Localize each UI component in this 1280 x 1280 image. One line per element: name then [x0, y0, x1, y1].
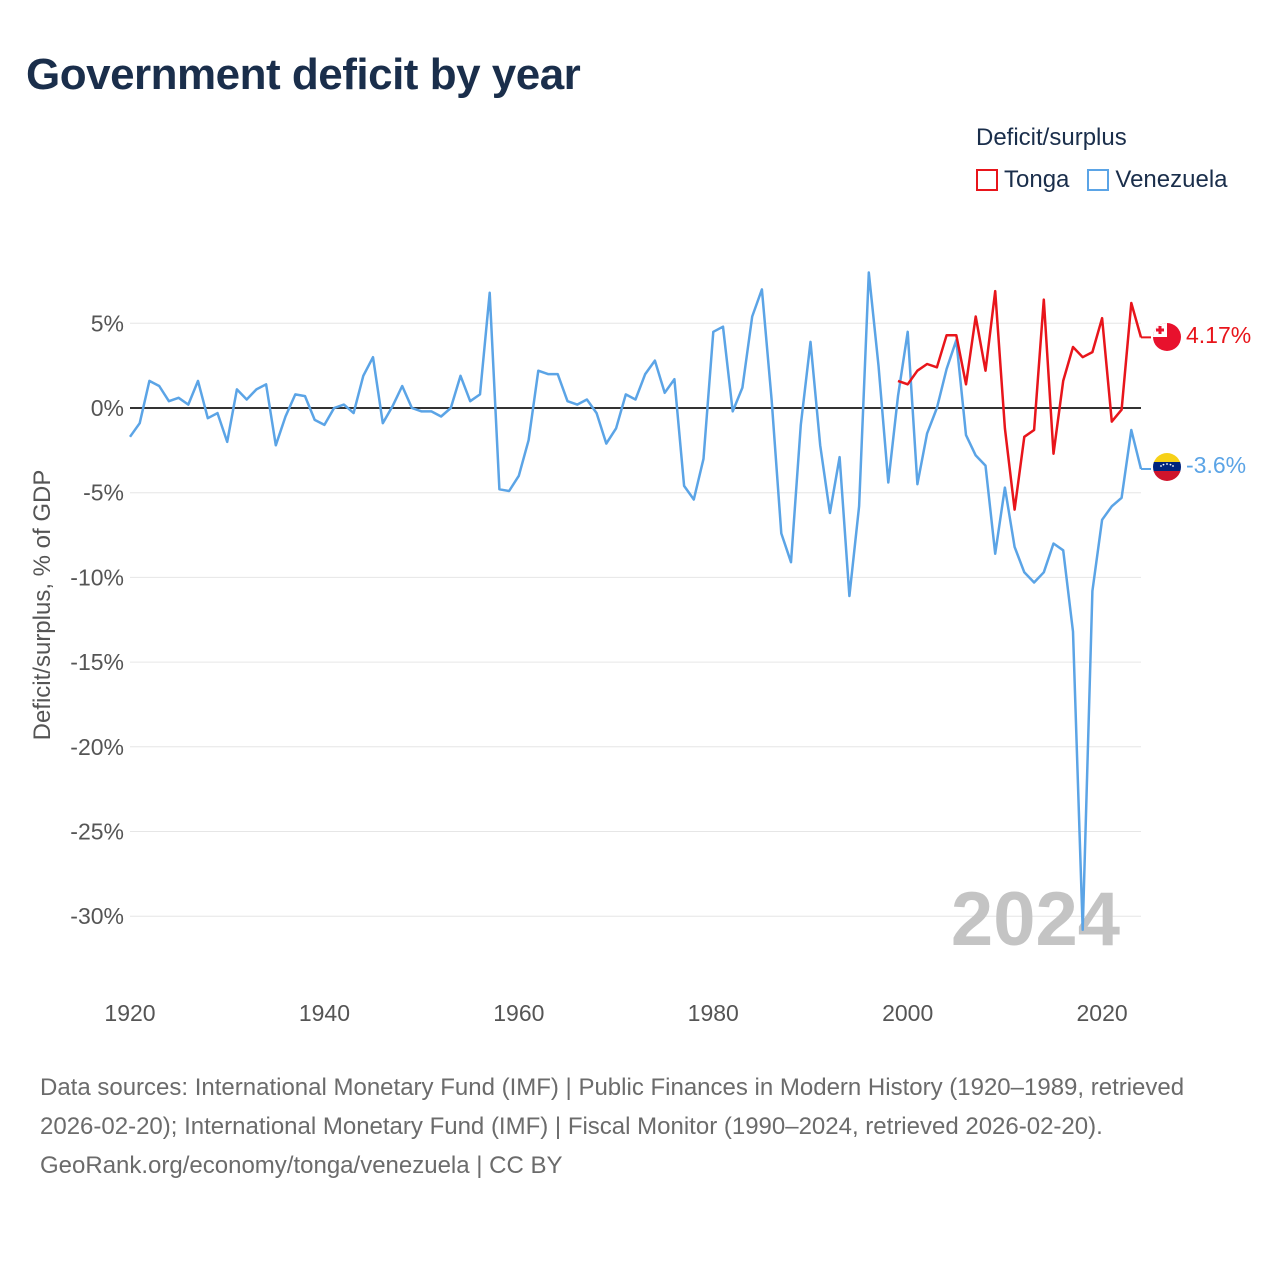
series-line-tonga[interactable]: [897, 289, 1143, 511]
y-tick-label: 0%: [91, 395, 124, 421]
x-tick-label: 2000: [882, 1000, 933, 1026]
y-tick-label: -15%: [70, 649, 124, 675]
legend: Tonga Venezuela: [976, 166, 1246, 194]
y-tick-label: -20%: [70, 734, 124, 760]
x-tick-label: 1980: [688, 1000, 739, 1026]
series-line-venezuela[interactable]: [128, 271, 1143, 932]
footer: Data sources: International Monetary Fun…: [40, 1068, 1240, 1185]
tonga-flag-icon: [1153, 323, 1181, 351]
legend-label-tonga: Tonga: [1004, 166, 1070, 193]
year-watermark: 2024: [951, 877, 1120, 962]
y-tick-label: 5%: [91, 310, 124, 336]
credit-link[interactable]: GeoRank.org/economy/tonga/venezuela | CC…: [40, 1152, 563, 1179]
legend-item-tonga[interactable]: Tonga: [976, 166, 1069, 194]
y-tick-label: -30%: [70, 903, 124, 929]
grid-lines: [130, 322, 1141, 917]
y-tick-label: -25%: [70, 819, 124, 845]
end-label-tonga: 4.17%: [1186, 322, 1251, 348]
x-tick-label: 2020: [1077, 1000, 1128, 1026]
x-tick-label: 1960: [493, 1000, 544, 1026]
series-lines: [128, 271, 1151, 932]
y-tick-label: -5%: [83, 480, 124, 506]
x-axis-ticks: 1920 1940 1960 1980 2000 2020: [104, 1000, 1127, 1026]
data-sources: Data sources: International Monetary Fun…: [40, 1074, 1185, 1140]
legend-label-venezuela: Venezuela: [1115, 166, 1228, 193]
x-tick-label: 1920: [104, 1000, 155, 1026]
y-tick-label: -10%: [70, 564, 124, 590]
line-chart: 5% 0% -5% -10% -15% -20% -25% -30% 1920 1940 1960…: [29, 271, 1251, 1026]
legend-title: Deficit/surplus: [976, 124, 1127, 151]
legend-swatch-venezuela: [1087, 169, 1110, 191]
y-axis-label: Deficit/surplus, % of GDP: [29, 470, 56, 741]
y-axis-ticks: 5% 0% -5% -10% -15% -20% -25% -30%: [70, 310, 124, 929]
chart-title: Government deficit by year: [26, 50, 581, 99]
legend-item-venezuela[interactable]: Venezuela: [1087, 166, 1228, 194]
venezuela-flag-icon: [1153, 453, 1181, 481]
x-tick-label: 1940: [299, 1000, 350, 1026]
legend-swatch-tonga: [976, 169, 998, 191]
end-label-venezuela: -3.6%: [1186, 452, 1246, 478]
